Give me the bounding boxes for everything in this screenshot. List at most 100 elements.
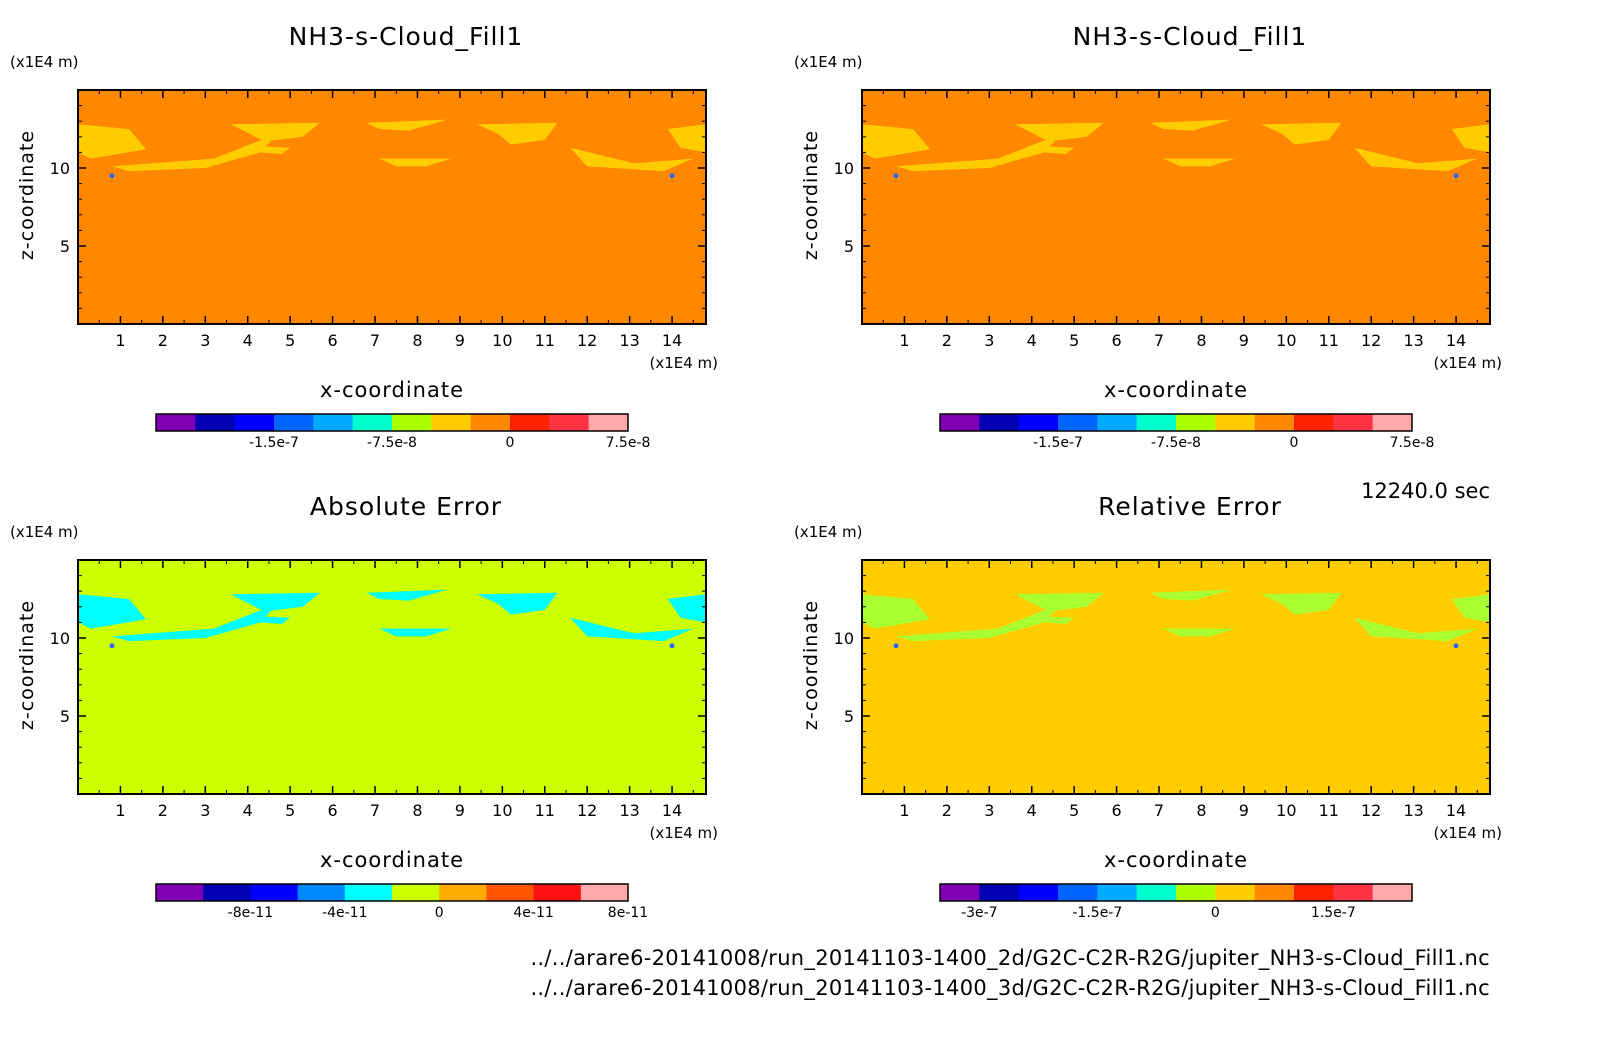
colorbar-swatch xyxy=(392,884,440,901)
cloud-region xyxy=(1354,147,1478,172)
colorbar-swatch xyxy=(344,884,393,901)
cloud-region xyxy=(111,603,278,642)
colorbar-swatch xyxy=(1333,414,1374,431)
colorbar-swatch xyxy=(470,414,511,431)
chart-title: NH3-s-Cloud_Fill1 xyxy=(1073,22,1308,51)
colorbar-swatch xyxy=(588,414,629,431)
chart-panel-2: NH3-s-Cloud_Fill1(x1E4 m)1 2 3 4 5 6 7 8 9 10 11 12… xyxy=(794,22,1502,451)
x-tick-label: 5 xyxy=(1069,801,1079,820)
x-tick-label: 11 xyxy=(1319,801,1339,820)
colorbar-swatch xyxy=(1176,884,1216,901)
y-tick-label: 5 xyxy=(844,237,854,256)
x-tick-label: 5 xyxy=(285,331,295,350)
colorbar-tick-label: -4e-11 xyxy=(322,905,367,921)
data-speck xyxy=(669,173,675,179)
cloud-region xyxy=(366,119,448,131)
colorbar-swatch xyxy=(297,884,346,901)
x-unit-label: (x1E4 m) xyxy=(649,824,718,842)
chart-title: NH3-s-Cloud_Fill1 xyxy=(289,22,524,51)
colorbar-tick-label: 0 xyxy=(1290,435,1299,451)
colorbar: -1.5e-7 -7.5e-8 0 7.5e-8 xyxy=(155,413,651,451)
x-tick-label: 12 xyxy=(1361,331,1381,350)
data-speck xyxy=(1453,643,1459,649)
x-tick-label: 7 xyxy=(370,801,380,820)
colorbar-swatch xyxy=(1097,414,1138,431)
colorbar-swatch xyxy=(1294,414,1334,431)
x-tick-label: 9 xyxy=(1239,801,1249,820)
x-tick-label: 2 xyxy=(158,801,168,820)
colorbar-tick-label: -1.5e-7 xyxy=(1072,905,1122,921)
chart-panel-3: Absolute Error(x1E4 m)1 2 3 4 5 6 7 8 9 10 11 12 13 1… xyxy=(10,492,718,921)
x-tick-label: 6 xyxy=(1112,331,1122,350)
colorbar-swatch xyxy=(203,884,251,901)
colorbar-swatch xyxy=(1254,884,1295,901)
cloud-region xyxy=(1163,628,1236,637)
x-tick-label: 5 xyxy=(1069,331,1079,350)
colorbar-swatch xyxy=(1018,884,1059,901)
colorbar-swatch xyxy=(1372,884,1413,901)
x-tick-label: 2 xyxy=(942,331,952,350)
x-tick-label: 5 xyxy=(285,801,295,820)
colorbar-swatch xyxy=(1136,884,1177,901)
colorbar-swatch xyxy=(1215,884,1256,901)
cloud-region xyxy=(111,133,278,172)
x-tick-label: 7 xyxy=(370,331,380,350)
cloud-region xyxy=(379,158,452,167)
cloud-region xyxy=(256,146,291,154)
cloud-region xyxy=(667,124,706,153)
x-tick-label: 14 xyxy=(1446,331,1466,350)
colorbar-swatch xyxy=(940,414,980,431)
colorbar-swatch xyxy=(979,884,1020,901)
colorbar-swatch xyxy=(940,884,980,901)
colorbar-swatch xyxy=(1058,884,1098,901)
x-tick-label: 9 xyxy=(455,801,465,820)
x-tick-label: 3 xyxy=(984,331,994,350)
colorbar-swatch xyxy=(533,884,582,901)
source-file-3d: ../../arare6-20141008/run_20141103-1400_… xyxy=(530,976,1490,1000)
chart-title: Relative Error xyxy=(1098,492,1282,521)
colorbar: -1.5e-7 -7.5e-8 0 7.5e-8 xyxy=(939,413,1435,451)
colorbar-tick-label: 1.5e-7 xyxy=(1311,905,1356,921)
colorbar-tick-label: 7.5e-8 xyxy=(1390,435,1435,451)
x-tick-label: 8 xyxy=(1196,331,1206,350)
x-tick-label: 3 xyxy=(984,801,994,820)
y-tick-label: 10 xyxy=(834,629,854,648)
colorbar-swatch xyxy=(156,884,204,901)
x-tick-label: 1 xyxy=(899,331,909,350)
cloud-region xyxy=(78,594,146,629)
colorbar: -8e-11 -4e-11 0 4e-11 8e-11 xyxy=(155,883,648,921)
chart-panel-4: Relative Error(x1E4 m)1 2 3 4 5 6 7 8 9 10 11 12 13 1… xyxy=(794,492,1502,921)
colorbar-swatch xyxy=(1097,884,1138,901)
x-axis-label: x-coordinate xyxy=(1104,848,1248,872)
cloud-region xyxy=(1354,617,1478,642)
colorbar-tick-label: -7.5e-8 xyxy=(1151,435,1201,451)
chart-title: Absolute Error xyxy=(310,492,502,521)
colorbar-tick-label: -7.5e-8 xyxy=(367,435,417,451)
x-tick-label: 10 xyxy=(1276,801,1296,820)
y-axis-label: z-coordinate xyxy=(800,130,822,260)
data-speck xyxy=(109,643,115,649)
colorbar-swatch xyxy=(274,414,314,431)
colorbar-tick-label: 0 xyxy=(1211,905,1220,921)
x-unit-label: (x1E4 m) xyxy=(1433,354,1502,372)
cloud-region xyxy=(895,603,1062,642)
colorbar-tick-label: -8e-11 xyxy=(228,905,273,921)
x-tick-label: 9 xyxy=(1239,331,1249,350)
colorbar-swatch xyxy=(1333,884,1374,901)
data-speck xyxy=(669,643,675,649)
x-tick-label: 4 xyxy=(243,801,253,820)
y-tick-label: 5 xyxy=(60,707,70,726)
colorbar-swatch xyxy=(510,414,550,431)
x-tick-label: 3 xyxy=(200,331,210,350)
x-tick-label: 6 xyxy=(328,801,338,820)
x-tick-label: 13 xyxy=(1403,331,1423,350)
colorbar-tick-label: 7.5e-8 xyxy=(606,435,651,451)
x-tick-label: 14 xyxy=(662,801,682,820)
x-tick-label: 14 xyxy=(1446,801,1466,820)
colorbar-tick-label: 8e-11 xyxy=(608,905,648,921)
cloud-region xyxy=(1014,592,1104,612)
cloud-layer xyxy=(862,589,1490,649)
y-unit-label: (x1E4 m) xyxy=(794,53,863,71)
y-axis-label: z-coordinate xyxy=(16,130,38,260)
